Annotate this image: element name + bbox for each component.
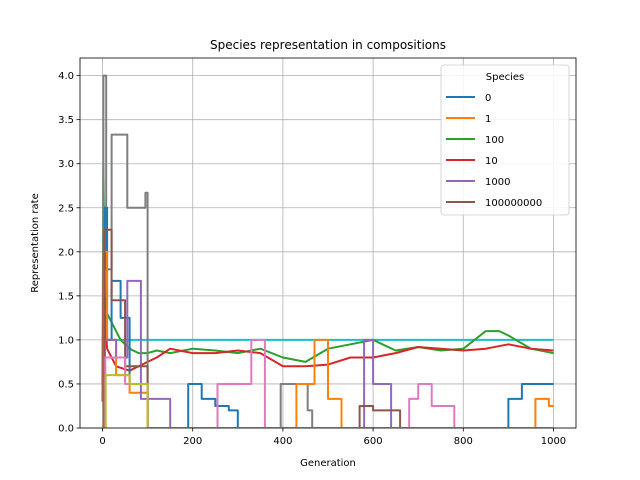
- legend-title: Species: [486, 72, 525, 83]
- plot-frame: [79, 57, 577, 429]
- series-line-5: [102, 250, 554, 428]
- x-tick-label: 200: [183, 436, 202, 447]
- legend: Species 0 1 100 10 1000 100000000: [440, 64, 570, 216]
- legend-label: 1: [485, 114, 491, 125]
- x-tick-label: 600: [364, 436, 383, 447]
- legend-label: 100: [485, 135, 504, 146]
- y-tick-label: 4.0: [58, 71, 74, 82]
- series-line-8: [102, 338, 554, 428]
- y-tick-label: 2.0: [58, 247, 74, 258]
- y-axis-title: Representation rate: [30, 193, 41, 292]
- chart-title: Species representation in compositions: [210, 38, 446, 52]
- x-axis-title: Generation: [300, 458, 356, 469]
- legend-items: 0 1 100 10 1000 100000000: [446, 93, 542, 209]
- series-line-1: [101, 162, 554, 385]
- y-tick-label: 3.5: [58, 115, 74, 126]
- series-line-9: [102, 374, 554, 428]
- y-tick-label: 1.0: [58, 335, 74, 346]
- x-tick-label: 1000: [541, 436, 566, 447]
- y-tick-label: 1.5: [58, 291, 74, 302]
- y-tick-label: 0.0: [58, 424, 74, 435]
- x-tick-label: 400: [273, 436, 292, 447]
- legend-box: [440, 64, 570, 216]
- legend-label: 100000000: [485, 198, 542, 209]
- y-tick-label: 0.5: [58, 379, 74, 390]
- legend-label: 0: [485, 93, 491, 104]
- ticks: 0 200 400 600 800 10000.00.51.01.52.02.53.03.…: [58, 71, 566, 447]
- y-tick-label: 2.5: [58, 203, 74, 214]
- series-group: [101, 74, 554, 428]
- x-tick-label: 800: [454, 436, 473, 447]
- legend-label: 1000: [485, 177, 510, 188]
- series-line-2: [101, 250, 554, 402]
- y-tick-label: 3.0: [58, 159, 74, 170]
- legend-label: 10: [485, 156, 498, 167]
- x-tick-label: 0: [99, 436, 105, 447]
